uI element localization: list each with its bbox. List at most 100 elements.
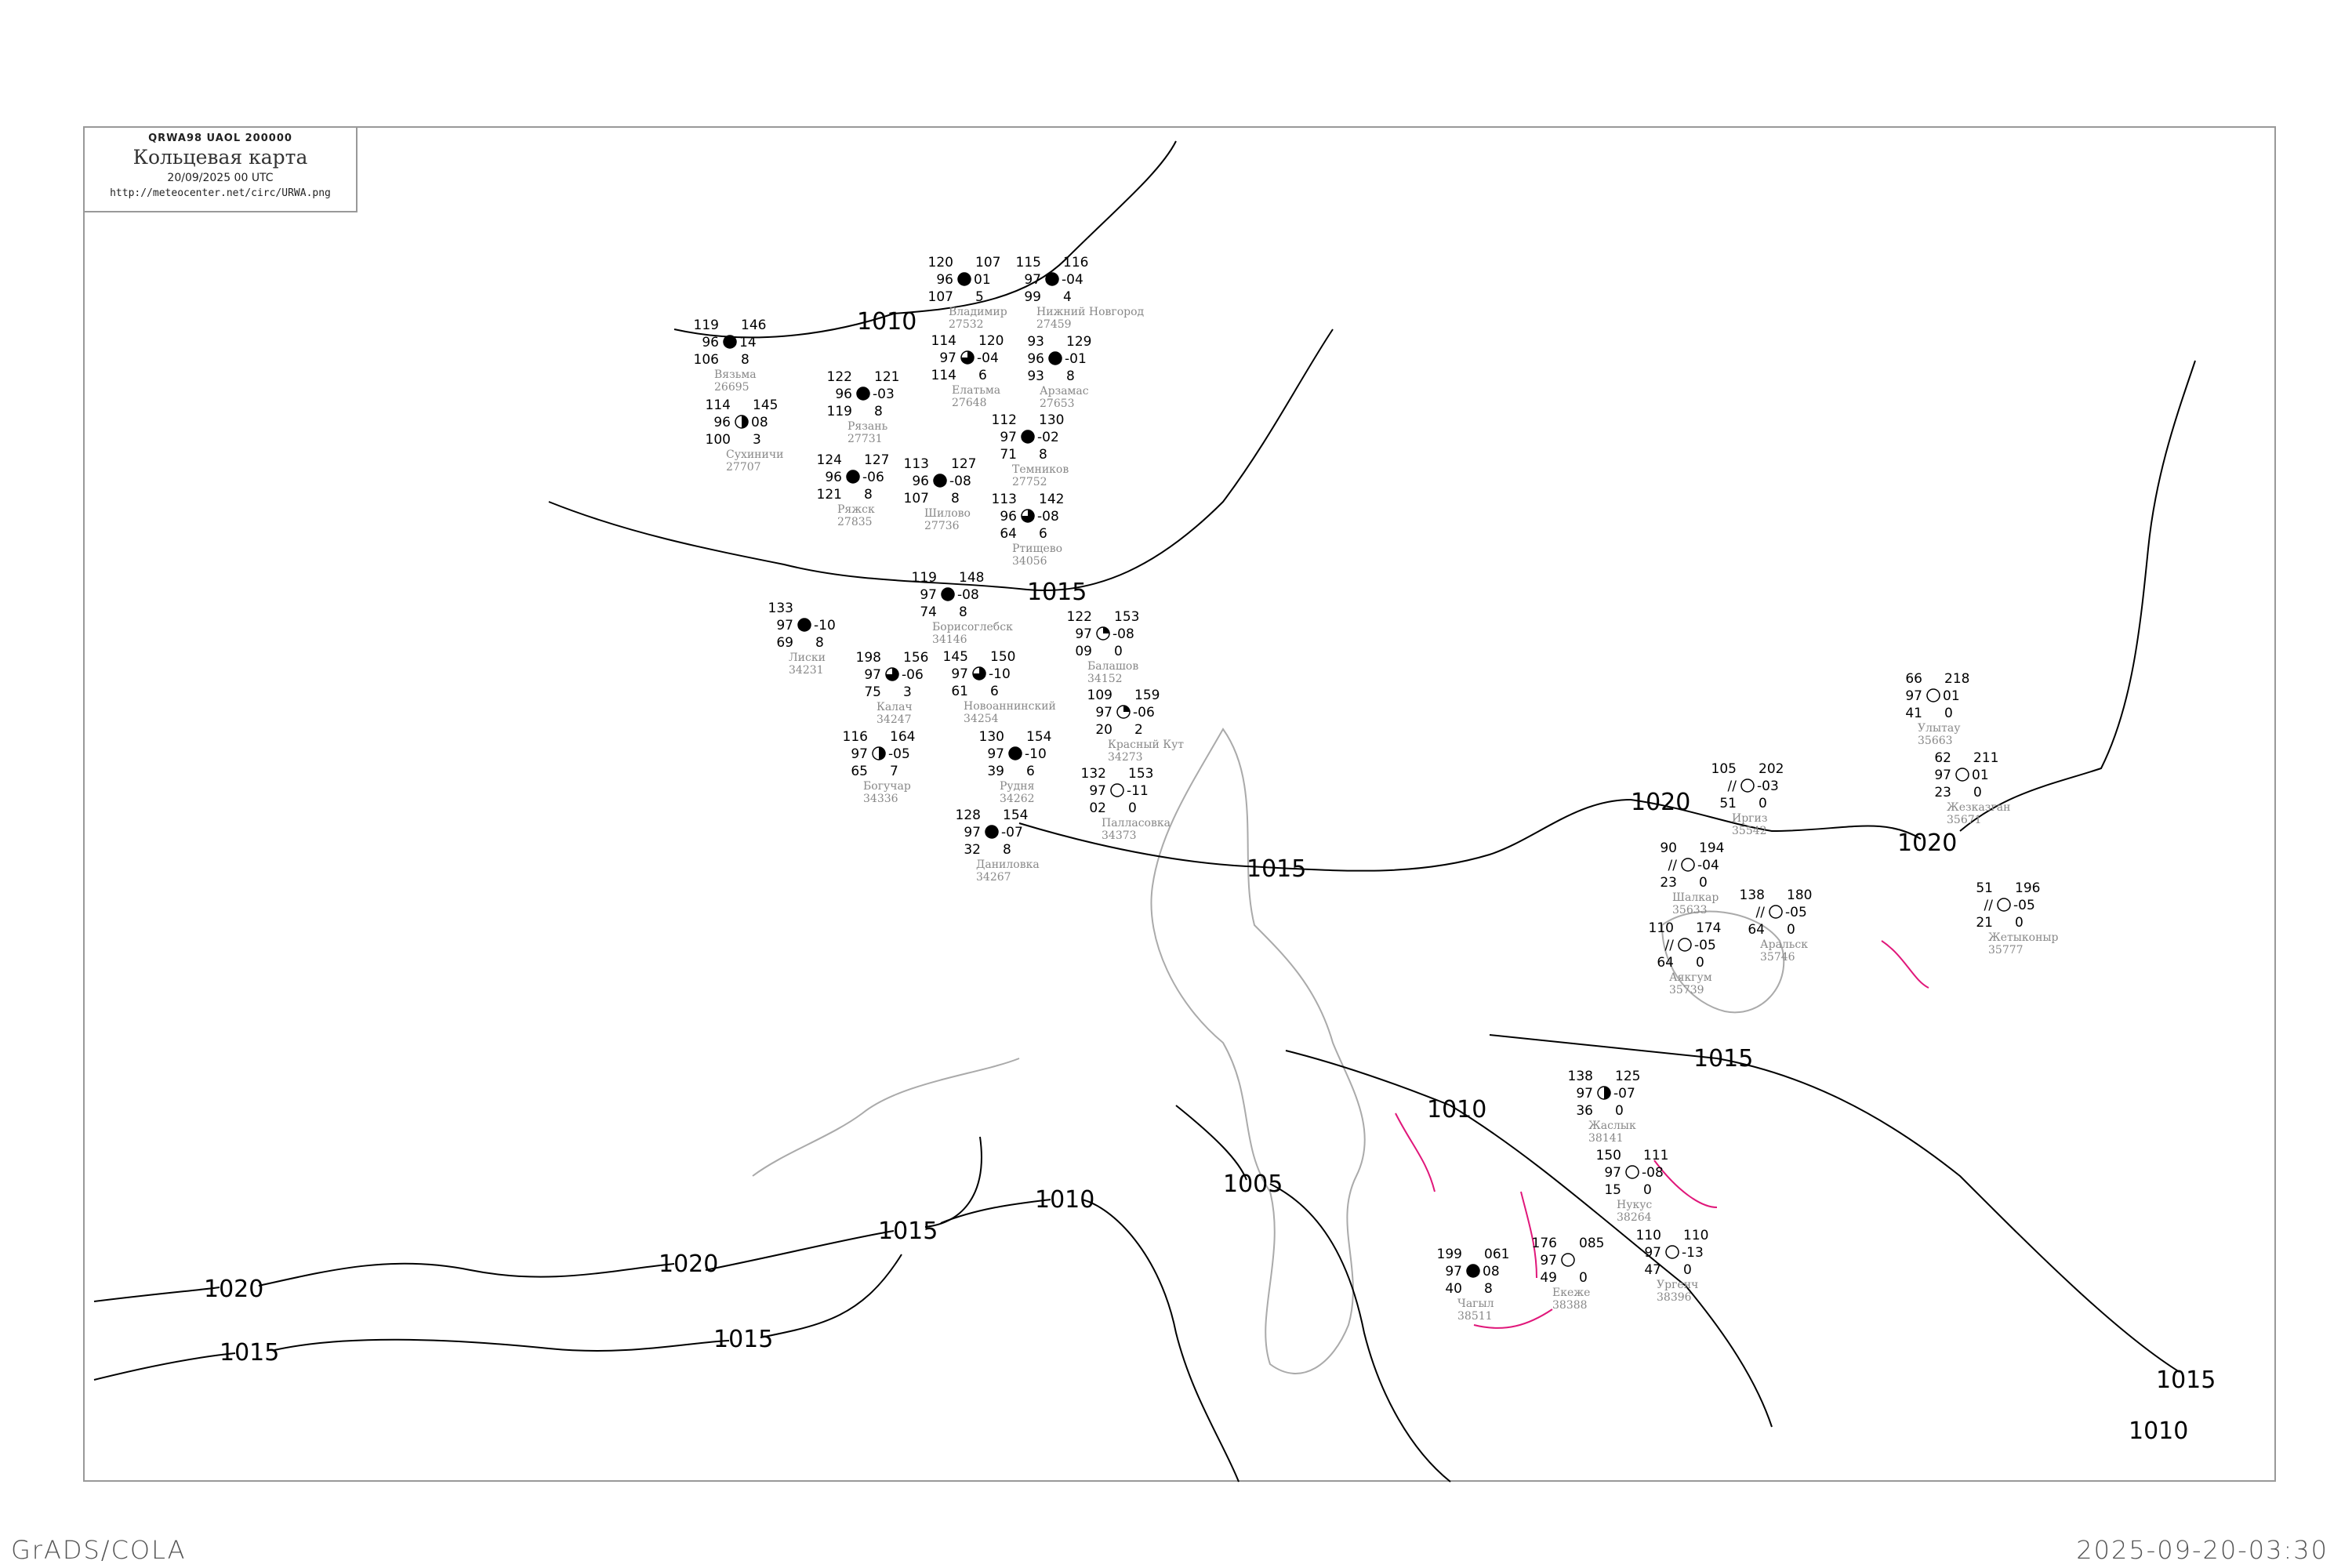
station-value-ml: 97 [1095, 705, 1112, 720]
station-value-tl: 122 [827, 369, 852, 385]
fronts [1395, 940, 1929, 1329]
station-value-mr: -06 [1133, 705, 1155, 720]
title-box: QRWA98 UAOL 200000 Кольцевая карта 20/09… [83, 126, 358, 212]
station-value-ml: 97 [1445, 1264, 1462, 1279]
station-value-br: 8 [874, 404, 883, 419]
station-value-mr: -06 [902, 667, 924, 683]
station-value-bl: 40 [1445, 1281, 1462, 1297]
station-value-bl: 15 [1604, 1182, 1621, 1198]
station-value-br: 2 [1134, 722, 1143, 738]
station-value-mr: -10 [989, 666, 1011, 682]
station-value-tr: 145 [753, 397, 778, 413]
station-value-tl: 114 [931, 333, 956, 349]
station-value-bl: 121 [817, 487, 842, 503]
station-value-tl: 119 [912, 570, 937, 586]
station-name: Аякгум [1669, 971, 1712, 984]
station-value-tr: 164 [890, 729, 915, 745]
cloud-cover-icon [941, 587, 955, 601]
station-name: Елатьма [952, 384, 1000, 397]
station-id: 38264 [1617, 1211, 1652, 1224]
station-id: 34254 [964, 713, 999, 725]
station-name: Калач [877, 701, 913, 713]
station-name: Жезказган [1947, 801, 2010, 814]
station-value-tr: 129 [1066, 334, 1091, 350]
station-value-bl: 21 [1976, 915, 1993, 931]
station-value-br: 5 [975, 289, 984, 305]
station-value-tl: 198 [856, 650, 881, 666]
station-value-ml: 97 [939, 350, 956, 366]
station-value-br: 6 [1039, 526, 1047, 542]
station-name: Рудня [1000, 780, 1035, 793]
station-name: Владимир [949, 306, 1007, 318]
station-value-br: 0 [1699, 875, 1708, 891]
cloud-cover-icon [1678, 938, 1692, 952]
station-name: Улытау [1918, 722, 1961, 735]
station-value-br: 8 [1066, 368, 1075, 384]
isobar-label: 1010 [857, 308, 916, 336]
station-value-tl: 115 [1016, 255, 1041, 270]
station-value-bl: 69 [776, 635, 793, 651]
station-value-tl: 116 [843, 729, 868, 745]
isobar-label: 1020 [204, 1276, 263, 1303]
station-id: 27752 [1012, 476, 1047, 488]
station-value-ml: 96 [713, 415, 731, 430]
station-value-tl: 120 [928, 255, 953, 270]
station-id: 27707 [726, 461, 761, 474]
station-value-tl: 113 [992, 492, 1017, 507]
footer-timestamp: 2025-09-20-03:30 [2076, 1535, 2328, 1565]
station-value-mr: 01 [1972, 768, 1989, 783]
station-value-bl: 106 [694, 352, 719, 368]
station-value-ml: 96 [936, 272, 953, 288]
station-id: 34231 [789, 664, 824, 677]
station-value-br: 6 [990, 684, 999, 699]
station-value-tr: 130 [1039, 412, 1064, 428]
station-value-bl: 64 [1657, 955, 1674, 971]
station-value-ml: 96 [1027, 351, 1044, 367]
station-id: 34273 [1108, 751, 1143, 764]
station-id: 35739 [1669, 984, 1704, 996]
station-value-tl: 150 [1596, 1148, 1621, 1163]
station-value-br: 8 [951, 491, 960, 506]
station-id: 38396 [1657, 1291, 1692, 1304]
station-value-br: 0 [1944, 706, 1953, 721]
station-id: 35663 [1918, 735, 1953, 747]
station-value-tl: 109 [1087, 688, 1112, 703]
station-value-br: 0 [1615, 1103, 1624, 1119]
station-value-tl: 119 [694, 318, 719, 333]
cloud-cover-icon [856, 387, 870, 401]
station-value-bl: 39 [987, 764, 1004, 779]
station-value-ml: // [1668, 858, 1678, 873]
isobar-label: 1010 [2129, 1417, 2188, 1445]
cloud-cover-icon [872, 746, 886, 760]
station-value-ml: // [1728, 779, 1737, 794]
station-value-br: 8 [864, 487, 873, 503]
station-value-tl: 128 [956, 808, 981, 823]
station-value-mr: -08 [957, 587, 979, 603]
station-value-ml: 96 [835, 387, 852, 402]
station-value-br: 7 [890, 764, 898, 779]
isobar-label: 1015 [878, 1218, 938, 1245]
isobar-label: 1015 [1693, 1045, 1753, 1073]
station-value-tr: 202 [1759, 761, 1784, 777]
station-id: 27736 [924, 520, 960, 532]
station-value-mr: -05 [888, 746, 910, 762]
synoptic-map-frame [83, 126, 2276, 1482]
station-value-mr: -03 [1757, 779, 1779, 794]
station-value-tl: 114 [706, 397, 731, 413]
station-name: Палласовка [1102, 817, 1171, 829]
station-value-tl: 122 [1067, 609, 1092, 625]
station-value-ml: 96 [912, 474, 929, 489]
station-value-tr: 110 [1683, 1228, 1708, 1243]
station-value-tl: 132 [1081, 766, 1106, 782]
station-value-ml: // [1665, 938, 1675, 953]
station-value-ml: 97 [1905, 688, 1922, 704]
